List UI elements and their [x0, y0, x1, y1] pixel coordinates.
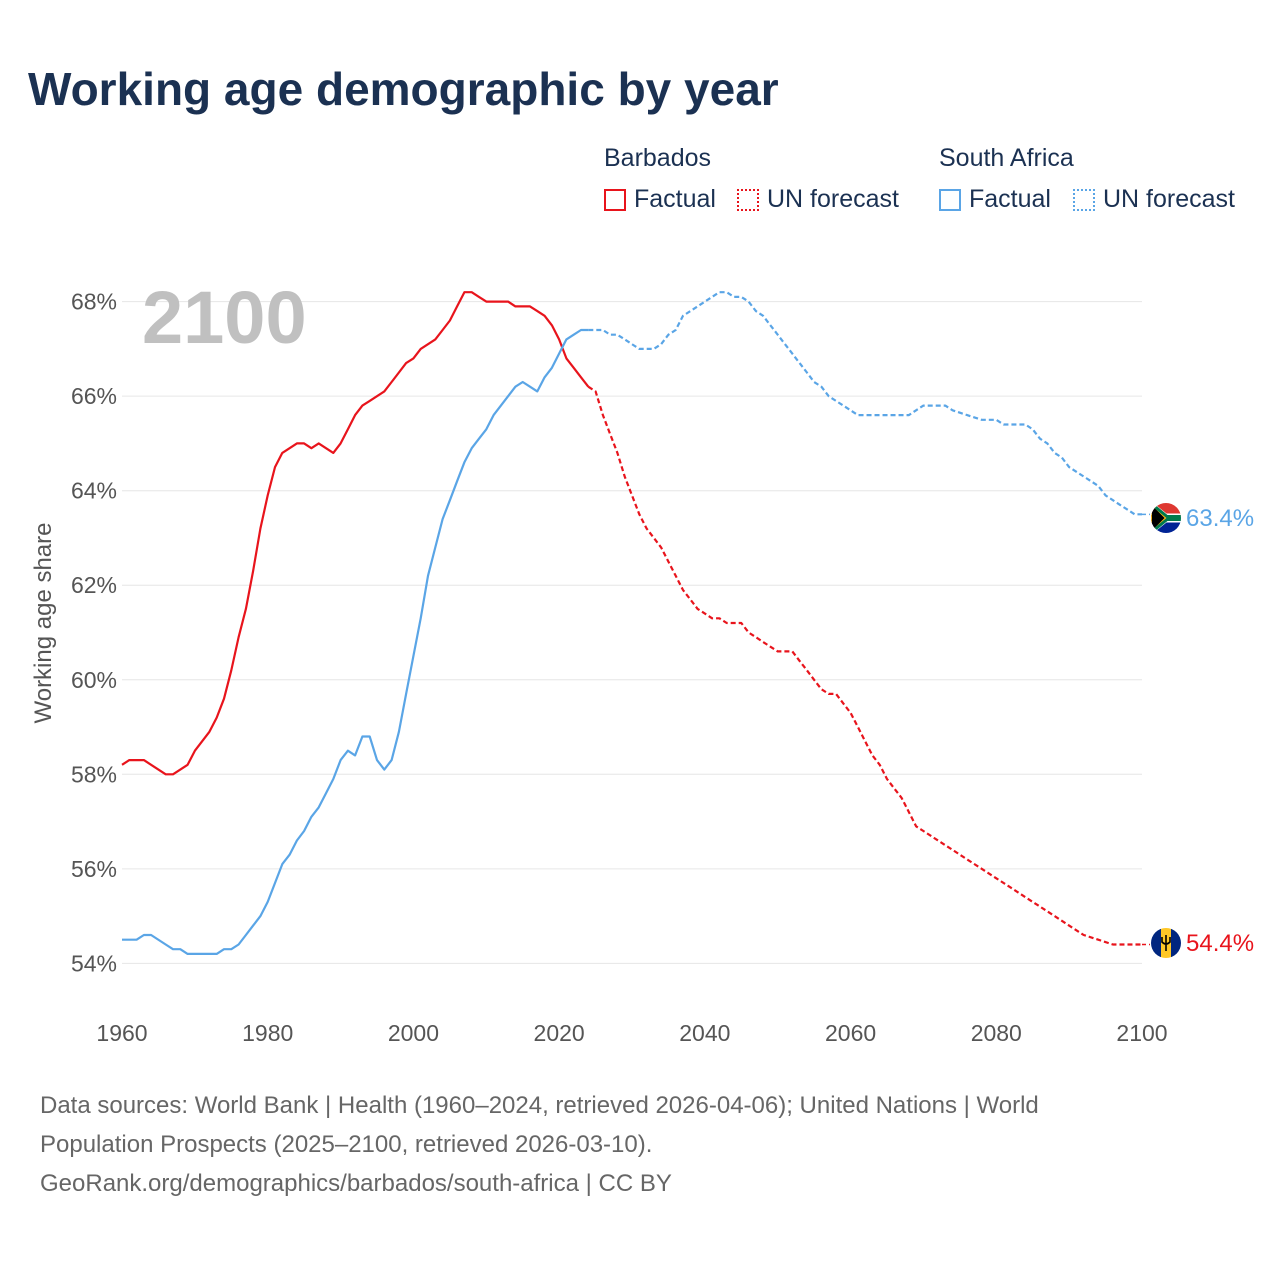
legend-group-barbados: Barbados	[604, 144, 712, 172]
x-tick-label: 2080	[971, 1020, 1022, 1046]
legend-label: UN forecast	[767, 185, 899, 213]
y-axis-label: Working age share	[30, 523, 57, 724]
line-chart: 54% 56% 58% 60% 62% 64% 66% 68% 1960 1980 2000 202…	[30, 276, 1254, 1046]
series-layer	[121, 291, 1150, 956]
y-tick-label: 68%	[71, 289, 117, 315]
y-tick-label: 62%	[71, 572, 117, 598]
x-tick-label: 1960	[96, 1020, 147, 1046]
x-tick-label: 2020	[534, 1020, 585, 1046]
end-label-south-africa: 63.4%	[1186, 505, 1254, 532]
y-tick-label: 60%	[71, 667, 117, 693]
data-source-note: Data sources: World Bank | Health (1960–…	[40, 1086, 1220, 1203]
legend-item-barbados-factual[interactable]: Factual	[604, 185, 716, 214]
x-axis-ticks: 1960 1980 2000 2020 2040 2060 2080 2100	[96, 1020, 1167, 1046]
x-tick-label: 1980	[242, 1020, 293, 1046]
legend-label: UN forecast	[1103, 185, 1235, 213]
x-tick-label: 2060	[825, 1020, 876, 1046]
legend-item-south-africa-forecast[interactable]: UN forecast	[1073, 185, 1235, 214]
source-line-2: Population Prospects (2025–2100, retriev…	[40, 1131, 653, 1158]
legend-label: Factual	[969, 185, 1051, 213]
x-tick-label: 2100	[1116, 1020, 1167, 1046]
y-tick-label: 56%	[71, 856, 117, 882]
legend-swatch-solid	[604, 188, 626, 211]
source-line-3: GeoRank.org/demographics/barbados/south-…	[40, 1170, 672, 1197]
x-tick-label: 2000	[388, 1020, 439, 1046]
legend-swatch-dotted	[737, 188, 759, 211]
legend-group-south-africa: South Africa	[939, 144, 1074, 172]
legend-item-barbados-forecast[interactable]: UN forecast	[737, 185, 899, 214]
source-line-1: Data sources: World Bank | Health (1960–…	[40, 1092, 1039, 1119]
series-line-barbados-factual	[121, 291, 590, 776]
end-label-barbados: 54.4%	[1186, 930, 1254, 957]
legend-swatch-solid	[939, 188, 961, 211]
y-tick-label: 58%	[71, 761, 117, 787]
y-tick-label: 54%	[71, 950, 117, 976]
y-tick-label: 66%	[71, 383, 117, 409]
legend-swatch-dotted	[1073, 188, 1095, 211]
south-africa-flag-icon	[1151, 503, 1181, 533]
y-tick-label: 64%	[71, 478, 117, 504]
legend-label: Factual	[634, 185, 716, 213]
series-line-barbados-forecast	[587, 385, 1142, 946]
series-line-south-africa-forecast	[588, 291, 1142, 516]
year-watermark: 2100	[142, 276, 307, 359]
legend-item-south-africa-factual[interactable]: Factual	[939, 185, 1051, 214]
series-line-south-africa-factual	[122, 328, 589, 956]
grid-layer	[122, 301, 1142, 964]
chart-title: Working age demographic by year	[28, 63, 779, 115]
y-axis-ticks: 54% 56% 58% 60% 62% 64% 66% 68%	[71, 289, 117, 977]
x-tick-label: 2040	[679, 1020, 730, 1046]
barbados-flag-icon	[1151, 928, 1181, 958]
